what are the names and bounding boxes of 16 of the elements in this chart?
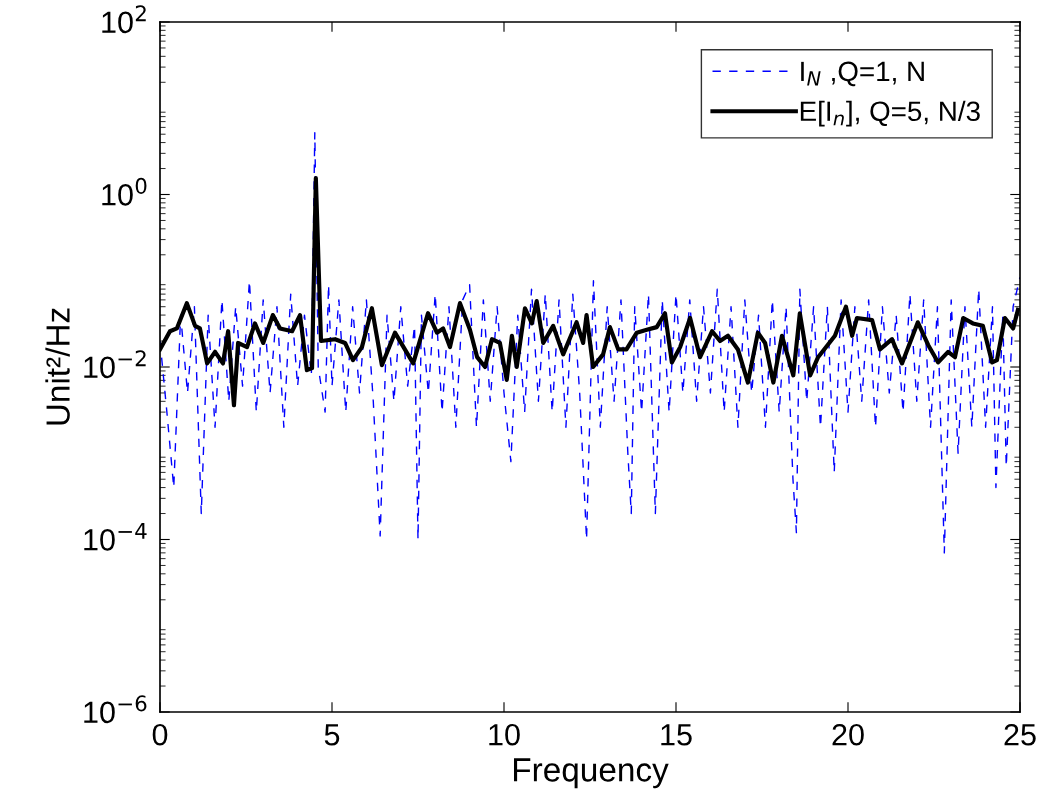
x-tick-label: 20 <box>832 723 864 746</box>
y-axis-title: Unit²/Hz <box>45 308 70 425</box>
x-tick-label: 10 <box>489 723 520 746</box>
x-axis-title: Frequency <box>514 758 669 789</box>
y-tick-label: 10$^{0}$ <box>102 177 147 206</box>
y-tick-label: 10$^{−4}$ <box>84 523 147 551</box>
legend-label: I$_{N}$ ,Q=1, N <box>801 61 924 87</box>
x-tick-label: 5 <box>324 724 340 746</box>
x-tick-label: 0 <box>152 723 168 746</box>
legend-label: E[I$_{n}$], Q=5, N/3 <box>800 100 980 127</box>
y-tick-label: 10$^{−6}$ <box>84 695 147 724</box>
x-tick-label: 15 <box>661 724 692 746</box>
x-tick-label: 25 <box>1004 723 1036 746</box>
line-series <box>160 132 1020 554</box>
y-tick-label: 10$^{2}$ <box>102 5 146 34</box>
y-tick-label: 10$^{−2}$ <box>84 350 146 379</box>
